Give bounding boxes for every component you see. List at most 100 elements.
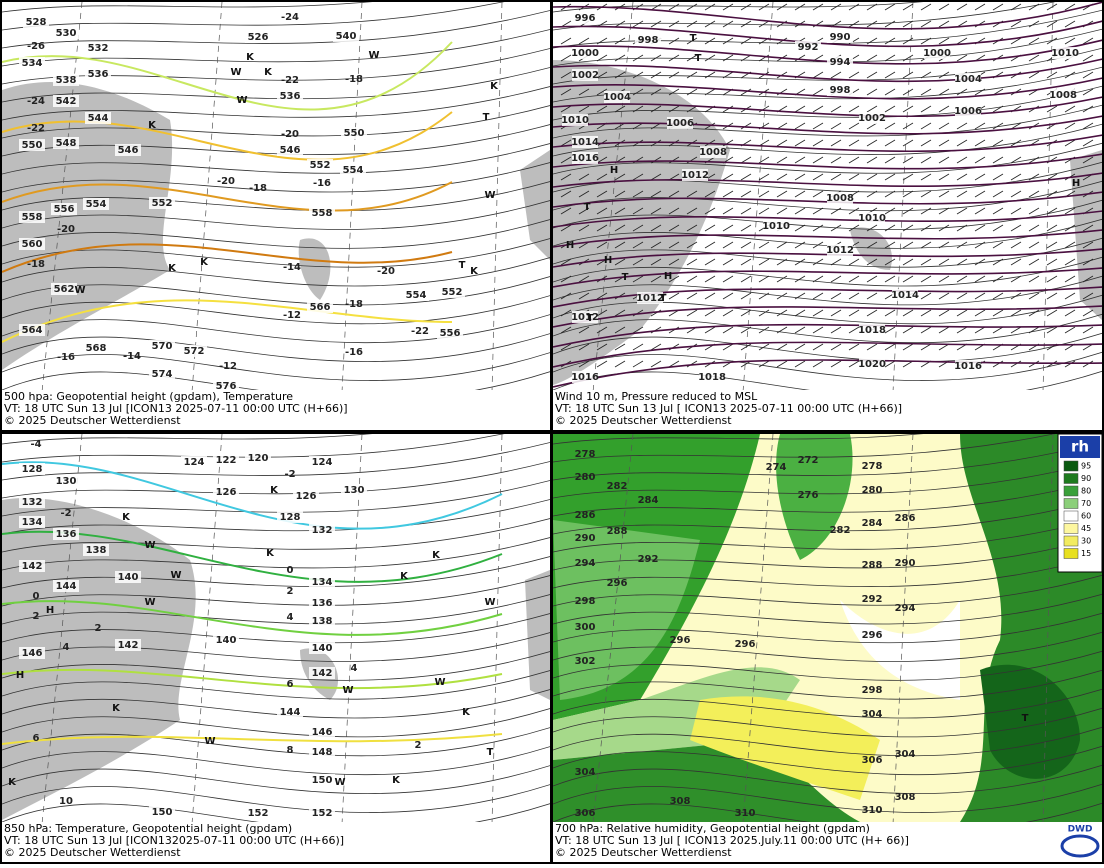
height-label: 990: [830, 32, 851, 43]
wind-barb: [740, 343, 752, 351]
wind-barb: [1010, 207, 1022, 215]
pressure-symbol: W: [342, 685, 353, 696]
temp-label: -14: [283, 262, 301, 273]
wind-barb: [740, 3, 752, 11]
temp-label: -12: [283, 310, 301, 321]
wind-barb: [920, 105, 932, 113]
label-bg: [309, 726, 335, 738]
wind-barb: [596, 156, 608, 164]
label-bg: [1052, 47, 1078, 59]
isoline: [2, 575, 550, 607]
label-bg: [85, 68, 111, 80]
wind-barb: [1028, 207, 1040, 215]
wind-barb: [938, 224, 950, 232]
height-label: 306: [575, 808, 596, 819]
label-bg: [341, 127, 367, 139]
isoline: [553, 142, 1102, 175]
label-bg: [19, 463, 45, 475]
isoline: [2, 10, 550, 49]
wind-barb: [794, 275, 806, 283]
isoline: [553, 294, 1102, 325]
wind-barb: [560, 37, 572, 45]
isobar: [553, 286, 1102, 308]
height-label: 284: [638, 495, 659, 506]
wind-barb: [1046, 241, 1058, 249]
temp-label: -2: [60, 508, 71, 519]
temp-isoline: [2, 41, 453, 111]
pressure-symbol: H: [16, 670, 24, 681]
wind-barb: [992, 292, 1004, 300]
wind-barb: [1010, 292, 1022, 300]
wind-barb: [1010, 360, 1022, 368]
wind-barb: [632, 258, 644, 266]
height-label: 546: [118, 145, 139, 156]
isoline: [553, 180, 1102, 212]
wind-barb: [704, 71, 716, 79]
legend-swatch: [1063, 535, 1079, 547]
wind-barb: [722, 241, 734, 249]
wind-barb: [956, 207, 968, 215]
wind-barb: [1046, 326, 1058, 334]
isoline: [553, 593, 1102, 625]
wind-barb: [1064, 258, 1076, 266]
wind-barb: [974, 224, 986, 232]
height-label: 1002: [858, 113, 886, 124]
wind-barb: [614, 258, 626, 266]
wind-barb: [992, 224, 1004, 232]
wind-barb: [1028, 37, 1040, 45]
pressure-symbol: K: [432, 550, 441, 561]
height-label: 558: [312, 208, 333, 219]
wind-barb: [866, 139, 878, 147]
wind-barb: [1064, 20, 1076, 28]
wind-barb: [992, 207, 1004, 215]
label-bg: [213, 380, 239, 392]
height-label: 292: [862, 594, 883, 605]
wind-barb: [1082, 88, 1094, 96]
wind-barb: [614, 71, 626, 79]
wind-barb: [884, 20, 896, 28]
wind-barb: [920, 343, 932, 351]
wind-barb: [560, 343, 572, 351]
pressure-symbol: W: [230, 67, 241, 78]
wind-barb: [1028, 258, 1040, 266]
wind-barb: [938, 258, 950, 266]
wind-barb: [776, 3, 788, 11]
wind-barb: [758, 207, 770, 215]
height-label: 152: [248, 808, 269, 819]
wind-barb: [902, 343, 914, 351]
label-bg: [667, 117, 693, 129]
wind-barb: [848, 20, 860, 28]
wind-barb: [596, 37, 608, 45]
wind-barb: [560, 105, 572, 113]
pressure-symbol: W: [368, 50, 379, 61]
label-bg: [245, 31, 271, 43]
label-bg: [19, 560, 45, 572]
height-label: 1000: [571, 48, 599, 59]
height-label: 554: [406, 290, 427, 301]
wind-barb: [848, 3, 860, 11]
wind-barb: [884, 173, 896, 181]
isobar: [553, 341, 1102, 368]
wind-barb: [1064, 309, 1076, 317]
label-bg: [572, 47, 598, 59]
temp-label: -4: [30, 439, 41, 450]
wind-barb: [650, 139, 662, 147]
caption: VT: 18 UTC Sun 13 Jul [ ICON13 2025.July…: [555, 834, 909, 847]
wind-barb: [956, 309, 968, 317]
label-bg: [277, 511, 303, 523]
wind-barb: [902, 156, 914, 164]
height-label: 576: [216, 381, 237, 392]
label-bg: [635, 34, 661, 46]
temp-label: -18: [345, 74, 363, 85]
wind-barb: [884, 309, 896, 317]
height-label: 536: [88, 69, 109, 80]
wind-barb: [614, 241, 626, 249]
wind-barb: [992, 156, 1004, 164]
pressure-symbol: K: [400, 571, 409, 582]
isoline: [2, 2, 505, 31]
wind-barb: [722, 207, 734, 215]
height-label: 128: [280, 512, 301, 523]
height-label: 278: [862, 461, 883, 472]
wind-barb: [1082, 258, 1094, 266]
wind-barb: [650, 156, 662, 164]
